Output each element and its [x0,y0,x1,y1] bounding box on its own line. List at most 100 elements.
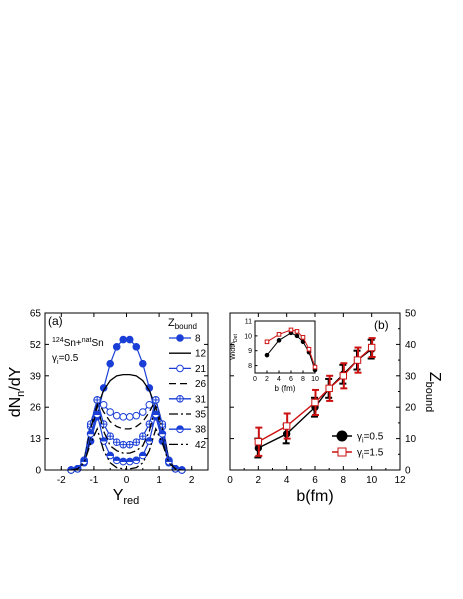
series-38-point-top [125,457,134,463]
legend-marker-8 [176,334,184,342]
legend-label-35: 35 [195,410,207,421]
y-tick-label: 30 [405,371,417,382]
series-21-point [139,408,147,416]
inset-point-1 [288,327,294,333]
series-point-b15 [367,343,376,352]
inset-frame [254,320,316,374]
series-21-point [106,408,114,416]
inset-point-0 [264,352,270,358]
inset-point-1 [276,332,282,337]
panel-a-series [67,335,186,474]
series-38-point [106,451,115,460]
series-38-point [99,437,108,445]
series-point-b15 [353,356,362,364]
inset-x-tick-label: 0 [253,376,257,383]
series-8-point [125,335,134,344]
series-38-point [93,410,101,419]
series-38-point-top [119,457,128,463]
y-tick-label: 26 [30,403,42,414]
series-38-point [138,451,147,460]
y-tick-label: 0 [35,466,41,477]
series-31-point [139,432,147,440]
series-38-point-top [145,437,154,442]
y-tick-label: 40 [405,340,417,351]
y-tick-label: 10 [405,434,417,445]
inset-chart: 0 2 4 6 8 10 8 9 10 11 WidthDet b (fm) [230,319,319,394]
panel-a-xlabel: Yred [113,487,140,507]
panel-b-series [254,337,376,459]
inset-point-0 [276,338,282,343]
y-tick-label: 0 [405,466,411,477]
panel-a-label: (a) [48,314,63,328]
inset-point-1 [306,346,312,352]
legend-marker-1 [337,447,347,457]
series-38-point-top [112,456,121,461]
series-38-point-top [158,430,167,435]
series-38-point [158,429,167,438]
panel-b-label: (b) [374,318,389,332]
panel-a-legend: 8 12 21 26 31 35 38 42 [169,334,207,451]
inset-point-1 [312,364,318,370]
series-point-b15 [339,372,348,380]
series-point-b15 [254,438,263,446]
series-8-point [139,359,147,368]
y-tick-label: 52 [30,340,42,351]
inset-x-tick-label: 6 [289,376,293,383]
series-38-point-top [165,457,173,463]
inset-x-tick-label: 4 [277,376,281,383]
inset-y-tick-label: 11 [245,319,252,326]
inset-xlabel: b (fm) [275,384,296,393]
legend-label-31: 31 [195,394,207,405]
legend-label-42: 42 [195,440,207,451]
panel-b-ylabel: Zbound [423,372,443,412]
series-point-b15 [311,398,319,407]
legend-marker-0 [336,430,348,442]
legend-label-26: 26 [195,379,207,390]
legend-title-a: Zbound [168,317,197,331]
x-tick-label: 0 [124,475,130,486]
panel-b-xlabel: b(fm) [296,488,333,505]
x-tick-label: 4 [284,475,290,486]
inset-point-1 [264,339,270,345]
inset-x-tick-label: 8 [301,376,305,383]
y-tick-label: 50 [405,309,417,320]
series-38-point-top [152,410,160,415]
series-point-b15 [325,384,333,393]
inset-y-tick-label: 9 [248,348,252,355]
legend-label-8: 8 [195,334,201,345]
series-38-point-top [138,451,147,457]
series-21-point [112,411,121,420]
series-21-point [125,413,134,421]
legend-label-12: 12 [195,349,207,360]
legend-marker-21 [176,364,184,373]
series-38-point-top [99,437,108,442]
series-8-point [112,343,121,351]
series-31-point [152,396,160,404]
series-31-point [112,438,121,447]
series-21-point [99,400,108,409]
inset-y-tick-label: 8 [248,363,252,370]
inset-x-tick-label: 2 [265,376,269,383]
x-tick-label: 8 [341,475,347,486]
series-38-point [119,457,128,466]
panel-a-ylabel: dNn/dY [7,366,27,417]
panel-b-legend: γi=0.5 γi=1.5 [332,430,384,461]
x-tick-label: 2 [189,475,195,486]
x-tick-label: 0 [227,475,233,486]
series-31-point [125,440,134,449]
series-8-point [132,343,141,351]
series-38-point-top [132,456,141,461]
y-tick-label: 39 [30,371,42,382]
legend-marker-38-top [176,425,184,430]
inset-ylabel: WidthDet [230,334,239,360]
series-31-point [106,432,114,440]
x-tick-label: 12 [394,475,406,486]
y-tick-label: 65 [30,309,42,320]
legend-marker-38 [176,425,184,434]
series-38-point-top [86,430,95,435]
series-38-point [152,410,160,419]
series-38-point-top [106,451,115,457]
